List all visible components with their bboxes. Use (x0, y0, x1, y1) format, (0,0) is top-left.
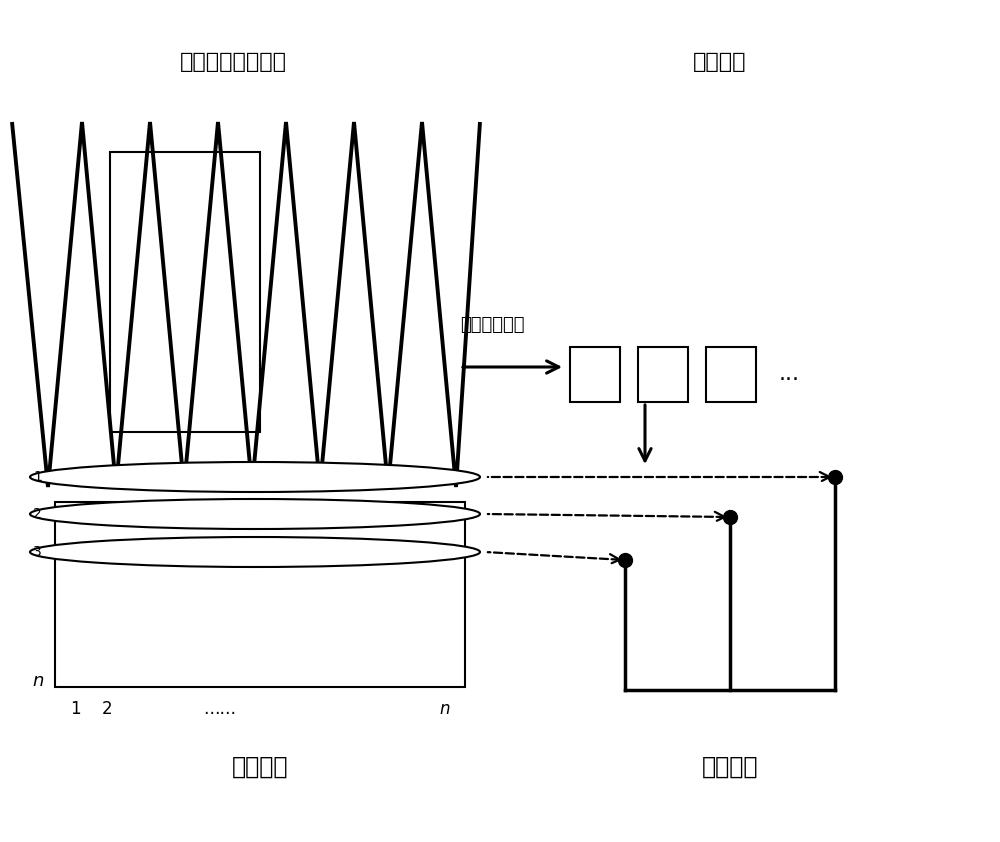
Text: 2: 2 (102, 700, 112, 718)
Bar (638, 347, 688, 402)
Text: ……: …… (204, 700, 237, 718)
Text: 1: 1 (33, 470, 42, 484)
Text: 原始信号时间序列: 原始信号时间序列 (180, 52, 287, 72)
Text: 3: 3 (33, 545, 42, 559)
Text: 时域信号: 时域信号 (702, 755, 758, 779)
Text: 采样序列: 采样序列 (693, 52, 747, 72)
Text: 随机选取序列: 随机选取序列 (460, 316, 524, 334)
Ellipse shape (30, 462, 480, 492)
Text: 2: 2 (33, 507, 42, 521)
Text: n: n (440, 700, 450, 718)
Bar (706, 347, 756, 402)
Bar (110, 152, 260, 432)
Text: 1: 1 (70, 700, 80, 718)
Ellipse shape (30, 537, 480, 567)
Bar (570, 347, 620, 402)
Ellipse shape (30, 499, 480, 529)
Text: ...: ... (779, 365, 800, 385)
Bar (55, 502, 465, 687)
Text: 灰度图像: 灰度图像 (232, 755, 288, 779)
Text: n: n (32, 672, 44, 690)
